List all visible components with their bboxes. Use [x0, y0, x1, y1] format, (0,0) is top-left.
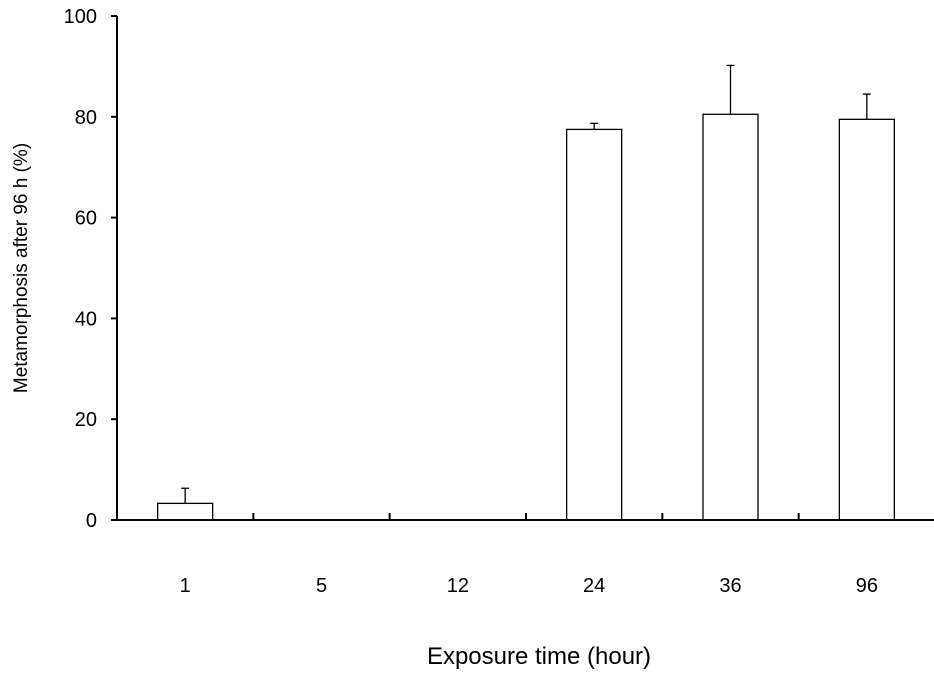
- x-axis-title: Exposure time (hour): [427, 643, 651, 670]
- y-tick-label: 20: [75, 409, 97, 431]
- y-tick-label: 80: [75, 107, 97, 129]
- x-tick-label-36: 36: [719, 575, 741, 597]
- bar-36: [702, 113, 759, 521]
- bar-1: [157, 502, 214, 521]
- y-ticks-group: 0 20 40 60 80 100: [64, 6, 117, 532]
- bar-96: [838, 118, 895, 521]
- bars-group: [157, 113, 895, 521]
- bar-24: [566, 128, 623, 521]
- error-bars-group: [181, 64, 871, 504]
- y-tick-label: 40: [75, 308, 97, 330]
- x-tick-label-1: 1: [180, 575, 191, 597]
- y-tick-label: 100: [64, 6, 97, 28]
- x-tick-label-24: 24: [583, 575, 605, 597]
- x-tick-label-96: 96: [856, 575, 878, 597]
- x-tick-label-12: 12: [447, 575, 469, 597]
- x-tick-label-5: 5: [316, 575, 327, 597]
- y-tick-label: 60: [75, 208, 97, 230]
- y-tick-label: 0: [86, 510, 97, 532]
- y-axis-title: Metamorphosis after 96 h (%): [11, 143, 32, 393]
- x-ticks-group: 1 5 12 24 36 96: [180, 513, 878, 597]
